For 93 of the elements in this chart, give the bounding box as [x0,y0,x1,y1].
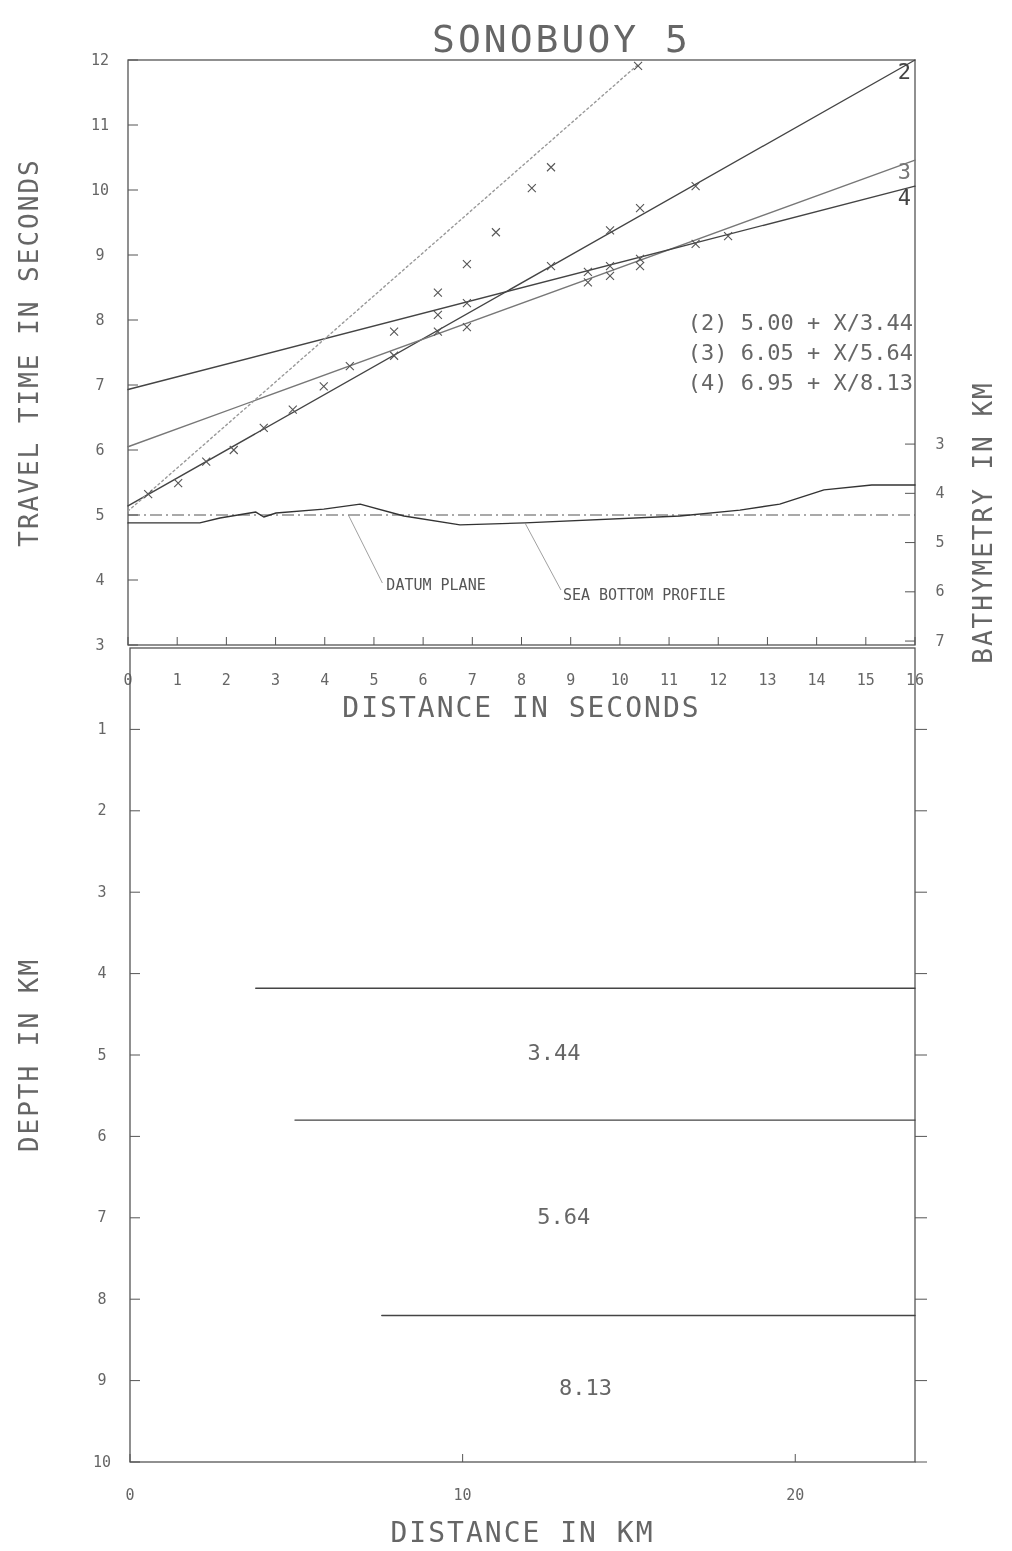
point [462,322,472,332]
y-tick-label: 5 [97,1045,107,1064]
point [143,489,153,499]
x-tick-label: 8 [516,671,527,689]
x-tick-label: 0 [125,1486,135,1504]
y-tick-label: 7 [97,1208,107,1227]
annotation: (3) 6.05 + X/5.64 [687,340,913,365]
x-tick-label: 13 [758,671,777,689]
x-tick-label: 7 [467,671,477,689]
point [462,259,472,269]
y-tick-label: 4 [97,964,107,983]
y-tick-label: 8 [95,310,105,329]
y-tick-label: 12 [90,50,110,69]
y2-axis-title: BATHYMETRY IN KM [968,381,998,664]
x-axis-title: DISTANCE IN SECONDS [342,691,701,724]
x-tick-label: 20 [786,1486,805,1504]
x-tick-label: 3 [271,671,281,689]
y-tick-label: 7 [95,375,105,394]
point [345,361,355,371]
annotation: (4) 6.95 + X/8.13 [687,370,913,395]
y-tick-label: 6 [97,1126,107,1145]
y2-tick-label: 3 [935,434,945,453]
y2-tick-label: 7 [935,631,945,650]
y2-tick-label: 6 [935,582,945,601]
point [462,298,472,308]
x-tick-label: 6 [418,671,428,689]
y2-tick-label: 4 [935,483,945,502]
y-tick-label: 4 [95,570,105,589]
point [433,288,443,298]
line-series [127,484,916,526]
series-label: 2 [897,59,911,84]
point [605,261,615,271]
point [605,225,615,235]
point [201,457,211,467]
point [491,227,501,237]
y-axis-title: TRAVEL TIME IN SECONDS [14,158,44,547]
ref-line-label: DATUM PLANE [386,576,486,594]
point [583,267,593,277]
point [546,162,556,172]
point [723,231,733,241]
point [259,423,269,433]
y2-tick-label: 5 [935,533,945,552]
x-tick-label: 15 [856,671,875,689]
chart-title: SONOBUOY 5 [432,17,691,61]
y-tick-label: 8 [97,1289,107,1308]
point [173,478,183,488]
point [691,181,701,191]
point [433,327,443,337]
x-tick-label: 11 [660,671,679,689]
point [389,351,399,361]
point [433,310,443,320]
point [319,381,329,391]
x-tick-label: 10 [453,1486,472,1504]
annotation: 5.64 [537,1203,591,1229]
y-tick-label: 2 [97,801,107,820]
point [633,61,643,71]
x-tick-label: 9 [566,671,576,689]
y-tick-label: 1 [97,719,107,738]
point [691,239,701,249]
annotation: 3.44 [527,1040,581,1066]
y-tick-label: 11 [90,115,110,134]
x-tick-label: 5 [369,671,379,689]
y-tick-label: 9 [95,245,105,264]
x-tick-label: 4 [320,671,330,689]
y-tick-label: 10 [92,1452,112,1471]
point [229,445,239,455]
series-label: 3 [897,159,911,185]
y-tick-label: 6 [95,440,105,459]
x-tick-label: 12 [709,671,728,689]
point [583,277,593,287]
point [635,254,645,264]
x-tick-label: 1 [172,671,182,689]
point [288,405,298,415]
text: SEA BOTTOM PROFILE [562,586,726,604]
point [605,271,615,281]
x-tick-label: 2 [221,671,231,689]
x-tick-label: 10 [610,671,629,689]
point [635,261,645,271]
annotation: 8.13 [558,1374,612,1400]
x-axis-title: DISTANCE IN KM [390,1516,655,1549]
series-label: 4 [897,185,911,211]
point [527,183,537,193]
y-tick-label: 10 [90,180,110,199]
annotation: (2) 5.00 + X/3.44 [687,310,913,335]
point [546,261,556,271]
y-axis-title: DEPTH IN KM [14,957,44,1153]
y-tick-label: 3 [97,882,107,901]
point [635,203,645,213]
y-tick-label: 5 [95,505,105,524]
y-tick-label: 3 [95,635,105,654]
y-tick-label: 9 [97,1371,107,1390]
x-tick-label: 14 [807,671,826,689]
point [389,327,399,337]
